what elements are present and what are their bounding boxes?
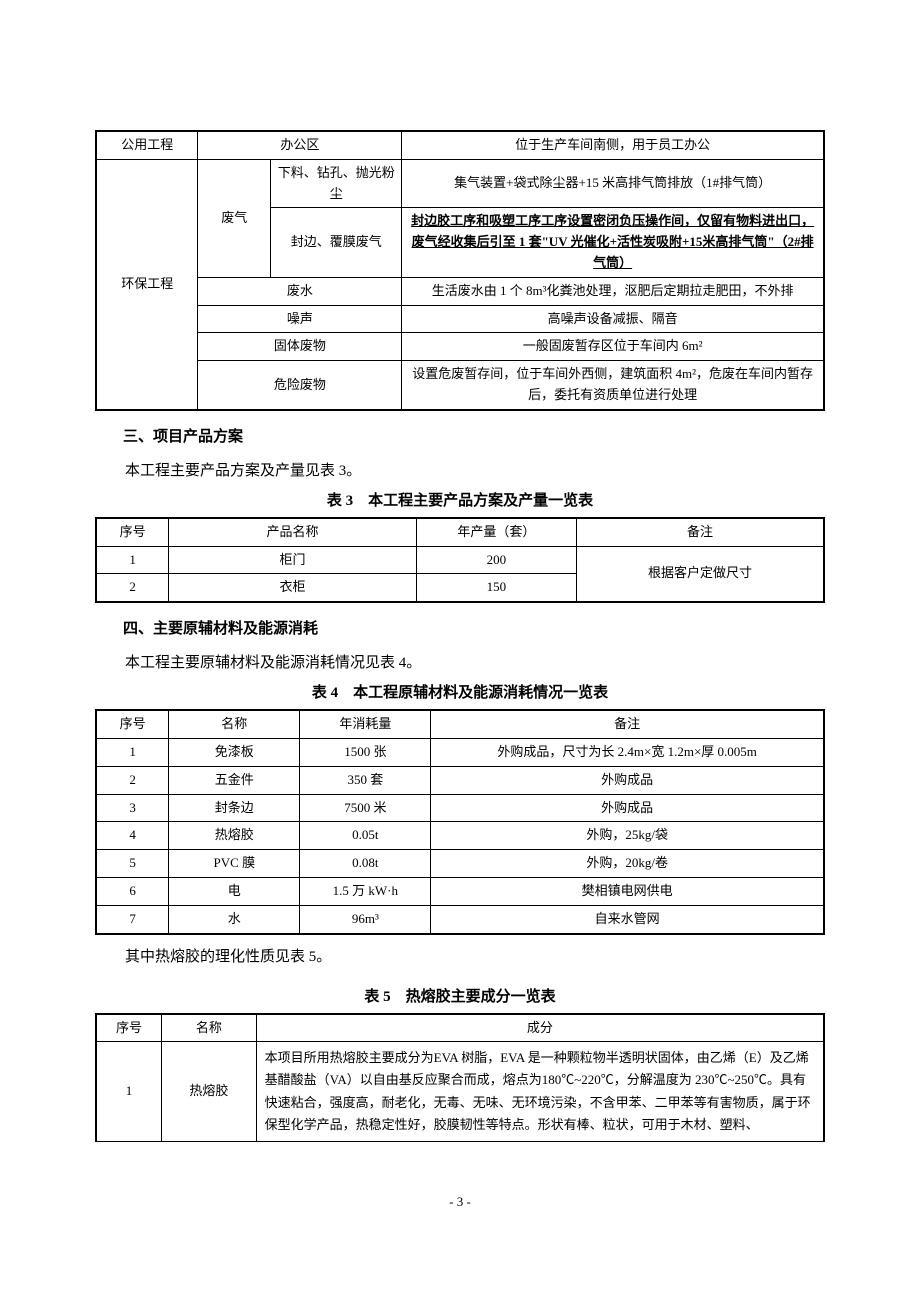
cell: 热熔胶 xyxy=(162,1042,257,1141)
cell: 1500 张 xyxy=(300,738,431,766)
table-header-row: 序号 名称 成分 xyxy=(96,1014,824,1042)
cell: 一般固废暂存区位于车间内 6m² xyxy=(402,333,824,361)
cell: 封边胶工序和吸塑工序工序设置密闭负压操作间，仅留有物料进出口，废气经收集后引至 … xyxy=(402,208,824,277)
composition-table: 序号 名称 成分 1 热熔胶 本项目所用热熔胶主要成分为EVA 树脂，EVA 是… xyxy=(95,1013,825,1142)
cell: 0.05t xyxy=(300,822,431,850)
cell: 高噪声设备减振、隔音 xyxy=(402,305,824,333)
cell: 下料、钻孔、抛光粉尘 xyxy=(271,159,402,208)
table-row: 1免漆板1500 张外购成品，尺寸为长 2.4m×宽 1.2m×厚 0.005m xyxy=(96,738,824,766)
table-caption-5: 表 5 热熔胶主要成分一览表 xyxy=(95,985,825,1009)
header-cell: 年消耗量 xyxy=(300,710,431,738)
table-header-row: 序号 产品名称 年产量（套） 备注 xyxy=(96,518,824,546)
cell: 热熔胶 xyxy=(169,822,300,850)
header-cell: 名称 xyxy=(169,710,300,738)
header-cell: 备注 xyxy=(431,710,824,738)
underlined-text: 封边胶工序和吸塑工序工序设置密闭负压操作间，仅留有物料进出口，废气经收集后引至 … xyxy=(411,213,814,270)
section-heading-4: 四、主要原辅材料及能源消耗 xyxy=(123,617,825,641)
cell: 生活废水由 1 个 8m³化粪池处理，沤肥后定期拉走肥田，不外排 xyxy=(402,277,824,305)
cell: 96m³ xyxy=(300,905,431,933)
header-cell: 产品名称 xyxy=(169,518,417,546)
cell: 废水 xyxy=(198,277,402,305)
cell: 1.5 万 kW·h xyxy=(300,877,431,905)
header-cell: 名称 xyxy=(162,1014,257,1042)
table-row: 固体废物 一般固废暂存区位于车间内 6m² xyxy=(96,333,824,361)
cell: 固体废物 xyxy=(198,333,402,361)
table-caption-4: 表 4 本工程原辅材料及能源消耗情况一览表 xyxy=(95,681,825,705)
cell: 4 xyxy=(96,822,169,850)
cell: 外购，20kg/卷 xyxy=(431,850,824,878)
cell: 位于生产车间南侧，用于员工办公 xyxy=(402,131,824,159)
cell: 7 xyxy=(96,905,169,933)
cell: 1 xyxy=(96,1042,162,1141)
cell: 150 xyxy=(416,574,576,602)
cell: 柜门 xyxy=(169,546,417,574)
cell: 2 xyxy=(96,766,169,794)
table-row: 废水 生活废水由 1 个 8m³化粪池处理，沤肥后定期拉走肥田，不外排 xyxy=(96,277,824,305)
page-number: - 3 - xyxy=(95,1192,825,1213)
cell: 本项目所用热熔胶主要成分为EVA 树脂，EVA 是一种颗粒物半透明状固体，由乙烯… xyxy=(256,1042,824,1141)
cell: 废气 xyxy=(198,159,271,277)
cell: 设置危废暂存间，位于车间外西侧，建筑面积 4m²，危废在车间内暂存后，委托有资质… xyxy=(402,361,824,410)
cell: 电 xyxy=(169,877,300,905)
products-table: 序号 产品名称 年产量（套） 备注 1 柜门 200 根据客户定做尺寸 2 衣柜… xyxy=(95,517,825,603)
cell: 封边、覆膜废气 xyxy=(271,208,402,277)
cell: 免漆板 xyxy=(169,738,300,766)
cell: 0.08t xyxy=(300,850,431,878)
header-cell: 成分 xyxy=(256,1014,824,1042)
table-row: 3封条边7500 米外购成品 xyxy=(96,794,824,822)
cell: 1 xyxy=(96,738,169,766)
cell: 3 xyxy=(96,794,169,822)
cell: 外购成品，尺寸为长 2.4m×宽 1.2m×厚 0.005m xyxy=(431,738,824,766)
table-row: 4热熔胶0.05t外购，25kg/袋 xyxy=(96,822,824,850)
cell: 环保工程 xyxy=(96,159,198,409)
table-row: 危险废物 设置危废暂存间，位于车间外西侧，建筑面积 4m²，危废在车间内暂存后，… xyxy=(96,361,824,410)
cell: 2 xyxy=(96,574,169,602)
table-row: 7水96m³自来水管网 xyxy=(96,905,824,933)
cell: PVC 膜 xyxy=(169,850,300,878)
cell: 封条边 xyxy=(169,794,300,822)
section-heading-3: 三、项目产品方案 xyxy=(123,425,825,449)
facilities-table: 公用工程 办公区 位于生产车间南侧，用于员工办公 环保工程 废气 下料、钻孔、抛… xyxy=(95,130,825,411)
cell: 350 套 xyxy=(300,766,431,794)
cell: 集气装置+袋式除尘器+15 米高排气筒排放（1#排气筒） xyxy=(402,159,824,208)
cell: 噪声 xyxy=(198,305,402,333)
cell: 外购成品 xyxy=(431,794,824,822)
cell: 公用工程 xyxy=(96,131,198,159)
table-row: 1 柜门 200 根据客户定做尺寸 xyxy=(96,546,824,574)
table-header-row: 序号 名称 年消耗量 备注 xyxy=(96,710,824,738)
table-row: 5PVC 膜0.08t外购，20kg/卷 xyxy=(96,850,824,878)
cell: 危险废物 xyxy=(198,361,402,410)
cell: 水 xyxy=(169,905,300,933)
table-row: 环保工程 废气 下料、钻孔、抛光粉尘 集气装置+袋式除尘器+15 米高排气筒排放… xyxy=(96,159,824,208)
body-text: 本工程主要原辅材料及能源消耗情况见表 4。 xyxy=(95,651,825,675)
cell: 根据客户定做尺寸 xyxy=(576,546,824,602)
table-caption-3: 表 3 本工程主要产品方案及产量一览表 xyxy=(95,489,825,513)
header-cell: 年产量（套） xyxy=(416,518,576,546)
cell: 衣柜 xyxy=(169,574,417,602)
header-cell: 序号 xyxy=(96,1014,162,1042)
table-row: 噪声 高噪声设备减振、隔音 xyxy=(96,305,824,333)
body-text: 其中热熔胶的理化性质见表 5。 xyxy=(95,945,825,969)
cell: 外购成品 xyxy=(431,766,824,794)
materials-table: 序号 名称 年消耗量 备注 1免漆板1500 张外购成品，尺寸为长 2.4m×宽… xyxy=(95,709,825,934)
cell: 自来水管网 xyxy=(431,905,824,933)
cell: 6 xyxy=(96,877,169,905)
cell: 办公区 xyxy=(198,131,402,159)
cell: 1 xyxy=(96,546,169,574)
table-row: 1 热熔胶 本项目所用热熔胶主要成分为EVA 树脂，EVA 是一种颗粒物半透明状… xyxy=(96,1042,824,1141)
table-row: 2五金件350 套外购成品 xyxy=(96,766,824,794)
cell: 5 xyxy=(96,850,169,878)
cell: 外购，25kg/袋 xyxy=(431,822,824,850)
table-row: 公用工程 办公区 位于生产车间南侧，用于员工办公 xyxy=(96,131,824,159)
header-cell: 备注 xyxy=(576,518,824,546)
cell: 樊相镇电网供电 xyxy=(431,877,824,905)
header-cell: 序号 xyxy=(96,518,169,546)
cell: 7500 米 xyxy=(300,794,431,822)
table-row: 6电1.5 万 kW·h樊相镇电网供电 xyxy=(96,877,824,905)
body-text: 本工程主要产品方案及产量见表 3。 xyxy=(95,459,825,483)
cell: 五金件 xyxy=(169,766,300,794)
cell: 200 xyxy=(416,546,576,574)
header-cell: 序号 xyxy=(96,710,169,738)
